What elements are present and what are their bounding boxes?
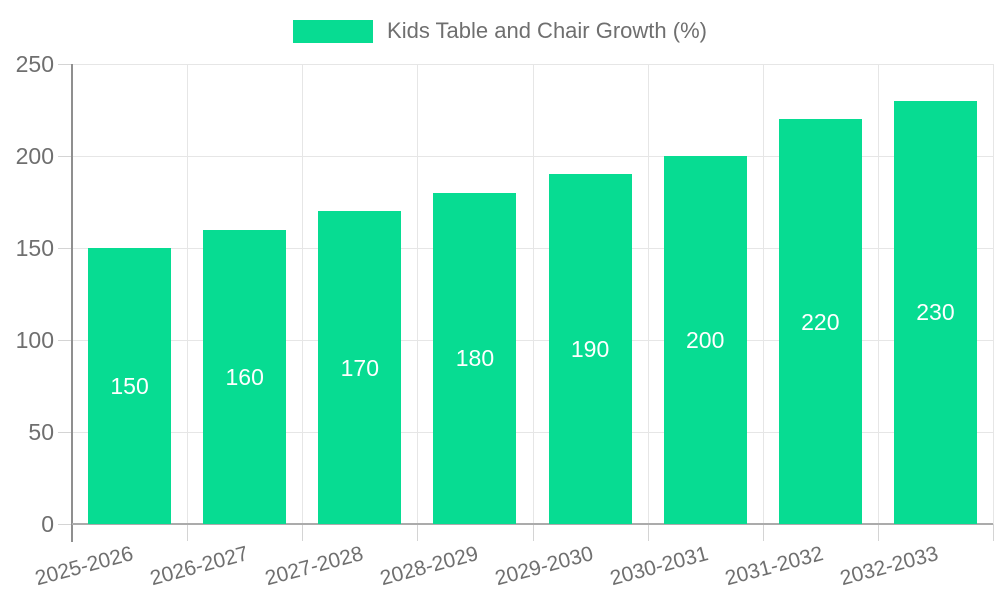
y-tick-label: 100: [15, 327, 54, 353]
bar: [318, 211, 402, 524]
v-gridline: [532, 64, 534, 524]
legend-label[interactable]: Kids Table and Chair Growth (%): [387, 18, 707, 43]
bar: [203, 229, 287, 524]
x-tick-mark: [532, 524, 534, 541]
bar: [433, 192, 517, 524]
bar: [893, 100, 977, 524]
bar-value-label: 200: [686, 327, 725, 353]
x-tick-mark: [762, 524, 764, 541]
y-tick-mark: [58, 340, 72, 341]
bar: [548, 174, 632, 524]
bar: [663, 156, 747, 524]
bar-value-label: 220: [801, 308, 840, 335]
v-gridline: [762, 64, 764, 524]
bar-value-label: 150: [110, 373, 149, 399]
bar-value-label: 230: [916, 299, 955, 326]
x-tick-mark: [877, 524, 879, 541]
bar-value-label: 160: [225, 363, 264, 390]
bar: [778, 119, 862, 524]
y-tick-mark: [58, 156, 72, 157]
y-tick-label: 0: [41, 511, 54, 537]
y-tick-mark: [58, 248, 72, 249]
y-tick-label: 200: [15, 143, 54, 169]
y-tick-mark: [58, 64, 72, 65]
v-gridline: [647, 64, 649, 524]
y-tick-label: 50: [28, 419, 54, 445]
v-gridline: [877, 64, 879, 524]
v-gridline: [302, 64, 304, 524]
y-tick-label: 150: [15, 235, 54, 261]
x-axis-line: [72, 523, 993, 525]
x-tick-mark: [993, 524, 994, 541]
y-axis-line: [71, 64, 73, 542]
x-tick-mark: [187, 524, 189, 541]
legend-swatch[interactable]: [293, 19, 374, 43]
v-gridline: [417, 64, 419, 524]
x-tick-mark: [417, 524, 419, 541]
bar-value-label: 180: [455, 345, 495, 372]
y-tick-label: 250: [15, 51, 54, 77]
v-gridline: [993, 64, 994, 524]
bar-value-label: 170: [340, 354, 379, 381]
x-tick-mark: [302, 524, 304, 541]
x-tick-mark: [647, 524, 649, 541]
bar: [88, 248, 172, 524]
legend: Kids Table and Chair Growth (%): [0, 18, 1000, 44]
y-tick-mark: [58, 524, 72, 525]
v-gridline: [187, 64, 189, 524]
bar-value-label: 190: [570, 336, 610, 363]
y-tick-mark: [58, 432, 72, 433]
